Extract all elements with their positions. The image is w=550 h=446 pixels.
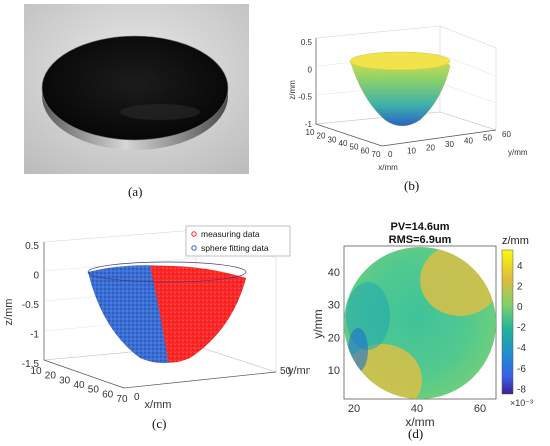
c-y-tick: 50 bbox=[280, 366, 292, 377]
b-x-tick: 40 bbox=[339, 139, 348, 148]
scatter-plot: measuring data sphere fitting data 0.5 0 -… bbox=[3, 225, 315, 411]
b-x-tick: 70 bbox=[372, 150, 381, 159]
colorbar-tick: -2 bbox=[517, 323, 526, 334]
c-z-tick: -1.5 bbox=[22, 359, 40, 370]
d-x-tick: 60 bbox=[474, 403, 486, 415]
panel-d: PV=14.6um RMS=6.9um 20 40 60 10 20 30 40 x/mm … bbox=[310, 220, 550, 446]
c-z-tick: 0.5 bbox=[25, 241, 39, 252]
b-x-label: x/mm bbox=[378, 163, 398, 172]
d-x-tick: 20 bbox=[348, 403, 360, 415]
b-x-tick: 30 bbox=[328, 135, 337, 144]
d-x-label: x/mm bbox=[405, 415, 434, 429]
c-x-label: x/mm bbox=[145, 399, 172, 410]
b-z-tick: 0 bbox=[308, 65, 313, 74]
b-y-tick: 40 bbox=[464, 137, 473, 146]
c-x-tick: 40 bbox=[73, 380, 85, 391]
c-z-tick: -0.5 bbox=[22, 300, 40, 311]
legend-marker-measuring bbox=[191, 231, 197, 237]
c-z-label: z/mm bbox=[3, 299, 15, 326]
b-z-tick: -0.5 bbox=[298, 93, 312, 102]
b-y-tick: 20 bbox=[426, 143, 435, 152]
c-z-tick: 0 bbox=[33, 271, 39, 282]
b-y-tick: 30 bbox=[445, 140, 454, 149]
d-y-tick: 40 bbox=[328, 267, 340, 279]
colorbar-tick: 2 bbox=[517, 282, 523, 293]
panel-b: 0.5 0 -0.5 -1 10 20 30 40 50 60 70 0 10 20 30 40 50 60 … bbox=[270, 0, 550, 200]
b-x-tick: 50 bbox=[350, 143, 359, 152]
d-title-line: RMS=6.9um bbox=[389, 234, 452, 246]
c-x-tick: 70 bbox=[116, 394, 128, 405]
c-y-tick: 0 bbox=[134, 392, 140, 403]
colorbar-tick: -4 bbox=[517, 343, 526, 354]
b-y-tick: 0 bbox=[388, 150, 393, 159]
caption-d: (d) bbox=[408, 426, 424, 441]
c-y-label: y/mm bbox=[288, 365, 310, 377]
legend-label-sphere: sphere fitting data bbox=[201, 243, 269, 253]
b-z-label: z/mm bbox=[288, 80, 297, 100]
colorbar-label: z/mm bbox=[502, 235, 529, 247]
d-x-tick: 40 bbox=[411, 403, 423, 415]
c-x-tick: 50 bbox=[88, 385, 100, 396]
b-y-tick: 10 bbox=[407, 147, 416, 156]
caption-c: (c) bbox=[152, 416, 167, 431]
colorbar-tick: 4 bbox=[517, 261, 523, 272]
b-z-tick: -1 bbox=[305, 120, 313, 129]
legend-box bbox=[185, 225, 291, 257]
colorbar-tick: 0 bbox=[517, 302, 523, 313]
caption-a: (a) bbox=[128, 184, 143, 199]
colorbar-exponent: ×10⁻³ bbox=[510, 398, 533, 408]
c-x-tick: 20 bbox=[45, 371, 57, 382]
colorbar-tick: -8 bbox=[517, 384, 526, 395]
b-x-tick: 60 bbox=[361, 146, 370, 155]
panel-c: measuring data sphere fitting data 0.5 0 -… bbox=[0, 220, 315, 446]
colorbar-tick: -6 bbox=[517, 364, 526, 375]
b-y-tick: 50 bbox=[483, 133, 492, 142]
d-y-tick: 20 bbox=[328, 332, 340, 344]
b-z-tick: 0.5 bbox=[301, 38, 313, 47]
b-y-tick: 60 bbox=[502, 130, 511, 139]
caption-b: (b) bbox=[404, 178, 420, 193]
d-y-tick: 10 bbox=[328, 365, 340, 377]
panel-a: (a) bbox=[0, 0, 270, 200]
colorbar bbox=[501, 249, 514, 395]
b-x-tick: 10 bbox=[306, 128, 315, 137]
sample-photo bbox=[24, 4, 249, 174]
c-x-tick: 10 bbox=[30, 366, 42, 377]
b-x-tick: 20 bbox=[317, 132, 326, 141]
legend-marker-sphere bbox=[191, 245, 197, 251]
c-z-tick: -1 bbox=[30, 330, 39, 341]
b-y-label: y/mm bbox=[508, 148, 528, 157]
legend-label-measuring: measuring data bbox=[201, 229, 260, 239]
d-y-tick: 30 bbox=[328, 300, 340, 312]
d-title-line: PV=14.6um bbox=[390, 221, 449, 233]
d-y-label: y/mm bbox=[311, 309, 325, 338]
c-x-tick: 30 bbox=[59, 375, 71, 386]
surface-plot: 0.50-0.5-1 10 20 30 40 50 60 70 0 10 20 30 40 50 60 … bbox=[288, 25, 528, 172]
c-x-tick: 60 bbox=[102, 389, 114, 400]
